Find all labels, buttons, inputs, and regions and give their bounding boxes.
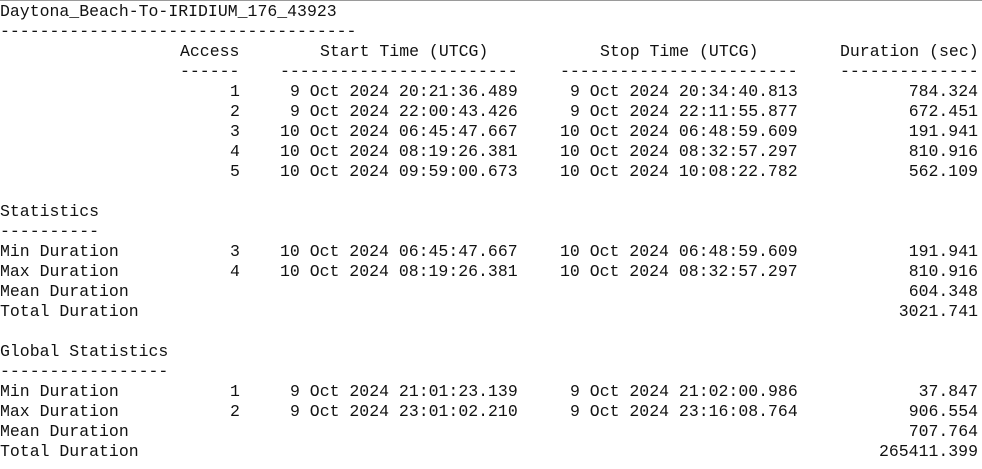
access-row: 3 10 Oct 2024 06:45:47.667 10 Oct 2024 06:… — [0, 122, 978, 142]
start-time: 9 Oct 2024 20:21:36.489 — [290, 82, 518, 101]
global-statistics-rule: ----------------- — [0, 362, 978, 382]
header-start-time: Start Time (UTCG) — [320, 42, 489, 61]
stop-time: 9 Oct 2024 20:34:40.813 — [570, 82, 798, 101]
header-stop-time: Stop Time (UTCG) — [600, 42, 759, 61]
start-time: 9 Oct 2024 22:00:43.426 — [290, 102, 518, 121]
statistics-row: Min Duration 3 10 Oct 2024 06:45:47.667 10 … — [0, 242, 978, 262]
duration-value: 810.916 — [908, 262, 978, 281]
statistics-heading-text: Statistics — [0, 202, 100, 221]
stat-label: Max Duration — [0, 262, 119, 281]
duration-value: 191.941 — [908, 122, 978, 141]
report-title-text: Daytona_Beach-To-IRIDIUM_176_43923 — [0, 2, 337, 21]
header-duration: Duration (sec) — [840, 42, 979, 61]
statistics-row: Max Duration 4 10 Oct 2024 08:19:26.381 10 … — [0, 262, 978, 282]
column-rules: ------ ------------------------ ----------… — [0, 62, 979, 82]
global-statistics-row: Max Duration 2 9 Oct 2024 23:01:02.210 9 Oc… — [0, 402, 978, 422]
access-number: 4 — [230, 262, 240, 281]
statistics-rule-text: ---------- — [0, 222, 100, 241]
stat-label: Mean Duration — [0, 422, 129, 441]
access-row: 1 9 Oct 2024 20:21:36.489 9 Oct 2024 20:34… — [0, 82, 978, 102]
start-time: 9 Oct 2024 21:01:23.139 — [290, 382, 518, 401]
duration-value: 810.916 — [908, 142, 978, 161]
access-number: 3 — [230, 242, 240, 261]
stop-time: 10 Oct 2024 10:08:22.782 — [560, 162, 798, 181]
duration-value: 672.451 — [908, 102, 978, 121]
global-statistics-rule-text: ----------------- — [0, 362, 169, 381]
rule-duration: -------------- — [840, 62, 979, 81]
stop-time: 10 Oct 2024 08:32:57.297 — [560, 142, 798, 161]
access-number: 2 — [230, 402, 240, 421]
duration-value: 37.847 — [918, 382, 978, 401]
stat-label: Min Duration — [0, 242, 119, 261]
header-access: Access — [180, 42, 240, 61]
rule-access: ------ — [180, 62, 240, 81]
access-number: 1 — [230, 382, 240, 401]
duration-value: 562.109 — [908, 162, 978, 181]
start-time: 9 Oct 2024 23:01:02.210 — [290, 402, 518, 421]
start-time: 10 Oct 2024 08:19:26.381 — [280, 142, 518, 161]
start-time: 10 Oct 2024 06:45:47.667 — [280, 242, 518, 261]
access-number: 4 — [230, 142, 240, 161]
start-time: 10 Oct 2024 09:59:00.673 — [280, 162, 518, 181]
duration-value: 784.324 — [908, 82, 978, 101]
column-headers: Access Start Time (UTCG) Stop Time (UTCG) D… — [0, 42, 979, 62]
report-title-rule: ------------------------------------ — [0, 22, 978, 42]
stat-label: Total Duration — [0, 302, 139, 321]
access-number: 1 — [230, 82, 240, 101]
stop-time: 9 Oct 2024 21:02:00.986 — [570, 382, 798, 401]
stop-time: 10 Oct 2024 06:48:59.609 — [560, 122, 798, 141]
statistics-rule: ---------- — [0, 222, 978, 242]
stop-time: 10 Oct 2024 06:48:59.609 — [560, 242, 798, 261]
access-row: 2 9 Oct 2024 22:00:43.426 9 Oct 2024 22:11… — [0, 102, 978, 122]
access-row: 5 10 Oct 2024 09:59:00.673 10 Oct 2024 10:… — [0, 162, 978, 182]
global-statistics-row: Mean Duration 707.764 — [0, 422, 978, 442]
stop-time: 10 Oct 2024 08:32:57.297 — [560, 262, 798, 281]
global-statistics-row: Total Duration 265411.399 — [0, 442, 978, 462]
access-number: 2 — [230, 102, 240, 121]
statistics-heading: Statistics — [0, 202, 978, 222]
start-time: 10 Oct 2024 08:19:26.381 — [280, 262, 518, 281]
duration-value: 265411.399 — [878, 442, 978, 461]
stat-label: Min Duration — [0, 382, 119, 401]
duration-value: 707.764 — [908, 422, 978, 441]
statistics-row: Mean Duration 604.348 — [0, 282, 978, 302]
stop-time: 9 Oct 2024 22:11:55.877 — [570, 102, 798, 121]
global-statistics-heading: Global Statistics — [0, 342, 978, 362]
rule-start-time: ------------------------ — [280, 62, 518, 81]
stat-label: Total Duration — [0, 442, 139, 461]
stat-label: Max Duration — [0, 402, 119, 421]
global-statistics-heading-text: Global Statistics — [0, 342, 169, 361]
duration-value: 906.554 — [908, 402, 978, 421]
duration-value: 3021.741 — [898, 302, 978, 321]
statistics-row: Total Duration 3021.741 — [0, 302, 978, 322]
stat-label: Mean Duration — [0, 282, 129, 301]
report-title-rule-text: ------------------------------------ — [0, 22, 357, 41]
access-number: 5 — [230, 162, 240, 181]
access-row: 4 10 Oct 2024 08:19:26.381 10 Oct 2024 08:… — [0, 142, 978, 162]
stop-time: 9 Oct 2024 23:16:08.764 — [570, 402, 798, 421]
rule-stop-time: ------------------------ — [560, 62, 798, 81]
access-number: 3 — [230, 122, 240, 141]
global-statistics-row: Min Duration 1 9 Oct 2024 21:01:23.139 9 Oc… — [0, 382, 978, 402]
start-time: 10 Oct 2024 06:45:47.667 — [280, 122, 518, 141]
duration-value: 191.941 — [908, 242, 978, 261]
report-title: Daytona_Beach-To-IRIDIUM_176_43923 — [0, 2, 978, 22]
duration-value: 604.348 — [908, 282, 978, 301]
